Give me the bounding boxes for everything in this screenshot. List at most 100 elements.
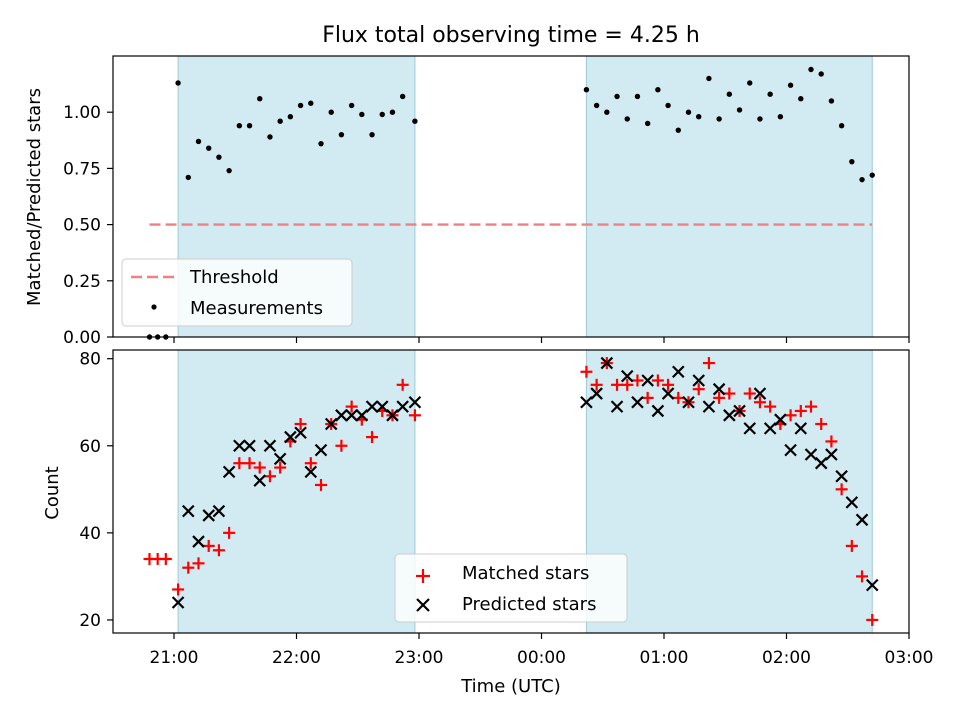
matched-star-point xyxy=(335,439,348,452)
bottom-panel: 20 40 60 80 21:00 22:00 23:00 00:00 01:00 02:00 0… xyxy=(42,349,934,697)
bottom-legend: Matched stars Predicted stars xyxy=(394,553,628,623)
matched-star-point xyxy=(631,374,644,387)
measurement-point xyxy=(412,118,418,124)
matched-star-point xyxy=(274,461,287,474)
y-tick-label: 0.25 xyxy=(63,272,101,292)
predicted-star-point xyxy=(825,448,838,461)
predicted-star-point xyxy=(835,469,848,483)
predicted-star-point xyxy=(763,422,777,435)
measurement-point xyxy=(318,140,324,147)
predicted-star-point xyxy=(733,404,746,418)
measurement-point xyxy=(808,66,814,73)
bottom-axes-frame xyxy=(112,349,910,634)
measurement-point xyxy=(634,93,641,100)
top-legend-box xyxy=(121,258,353,327)
matched-star-point xyxy=(672,391,685,404)
measurement-point xyxy=(195,138,202,145)
matched-star-point xyxy=(396,378,409,391)
measurement-point xyxy=(655,87,661,93)
measurement-point xyxy=(246,122,253,129)
matched-star-point xyxy=(845,539,858,552)
predicted-star-point xyxy=(682,395,695,409)
predicted-star-point xyxy=(804,448,818,461)
matched-star-point xyxy=(692,383,705,396)
measurement-point xyxy=(787,82,794,88)
matched-star-point xyxy=(263,470,276,483)
measurement-point xyxy=(767,91,773,97)
measurement-point xyxy=(399,93,406,100)
measurement-point xyxy=(736,107,743,113)
matched-star-point xyxy=(835,483,848,496)
matched-star-point xyxy=(662,378,675,391)
predicted-star-point xyxy=(212,504,226,518)
predicted-star-point xyxy=(171,596,185,609)
matched-star-point xyxy=(233,457,246,470)
x-tick-label: 02:00 xyxy=(762,648,811,668)
measurement-point xyxy=(359,111,365,118)
predicted-star-point xyxy=(692,374,705,387)
measurement-point xyxy=(604,109,610,115)
x-axis-label: Time (UTC) xyxy=(460,676,561,697)
matched-star-point xyxy=(345,400,358,413)
y-tick-label: 20 xyxy=(79,611,101,631)
x-tick-label: 00:00 xyxy=(517,648,566,668)
predicted-star-point xyxy=(865,578,879,592)
measurement-point xyxy=(665,102,671,109)
measurement-point xyxy=(798,96,804,102)
legend-threshold-label: Threshold xyxy=(189,267,279,288)
predicted-star-point xyxy=(182,504,195,518)
predicted-star-point xyxy=(794,422,808,435)
matched-star-point xyxy=(743,387,756,400)
measurement-point xyxy=(614,93,620,100)
matched-star-point xyxy=(723,387,736,400)
top-legend: Threshold Measurements xyxy=(121,258,353,327)
measurement-point xyxy=(747,80,753,86)
predicted-star-point xyxy=(855,513,869,527)
measurement-point xyxy=(838,122,845,129)
matched-star-point xyxy=(408,409,421,422)
predicted-star-point xyxy=(304,465,318,479)
matched-star-point xyxy=(702,357,715,370)
matched-star-point xyxy=(212,544,225,557)
top-axes-frame xyxy=(112,55,910,338)
bottom-legend-box xyxy=(394,553,628,623)
predicted-star-point xyxy=(661,387,675,400)
matched-star-point xyxy=(590,378,603,391)
predicted-star-point xyxy=(294,426,307,440)
matched-star-point xyxy=(159,552,172,565)
predicted-star-point xyxy=(723,409,736,422)
legend-measurements-swatch xyxy=(151,304,157,310)
legend-predicted-swatch xyxy=(416,598,430,612)
measurement-point xyxy=(716,116,722,122)
predicted-star-point xyxy=(408,395,422,409)
predicted-star-point xyxy=(233,439,246,453)
predicted-star-point xyxy=(712,382,726,396)
matched-star-point xyxy=(713,391,726,404)
predicted-star-point xyxy=(396,400,409,413)
measurement-point xyxy=(297,102,304,109)
measurement-point xyxy=(726,91,733,97)
x-tick-label: 21:00 xyxy=(150,648,199,668)
y-tick-label: 1.00 xyxy=(63,103,101,123)
matched-star-point xyxy=(753,396,766,409)
predicted-star-point xyxy=(263,439,277,453)
x-tick-label: 22:00 xyxy=(272,648,321,668)
measurement-point xyxy=(175,80,181,86)
matched-star-point xyxy=(253,461,266,474)
measurement-point xyxy=(644,120,651,127)
predicted-star-point xyxy=(845,496,859,509)
predicted-star-point xyxy=(222,465,236,479)
predicted-star-point xyxy=(631,395,644,409)
legend-predicted-label: Predicted stars xyxy=(462,594,596,615)
matched-star-point xyxy=(580,365,593,378)
predicted-star-point xyxy=(814,456,828,470)
legend-matched-swatch xyxy=(416,569,430,583)
top-measurement-points xyxy=(146,66,875,340)
predicted-star-point xyxy=(335,409,348,422)
measurement-point xyxy=(696,113,702,120)
predicted-stars-points xyxy=(171,356,879,609)
top-x-ticks xyxy=(173,337,910,343)
observing-window-band xyxy=(177,349,416,634)
predicted-star-point xyxy=(753,387,767,400)
measurement-point xyxy=(828,98,835,104)
